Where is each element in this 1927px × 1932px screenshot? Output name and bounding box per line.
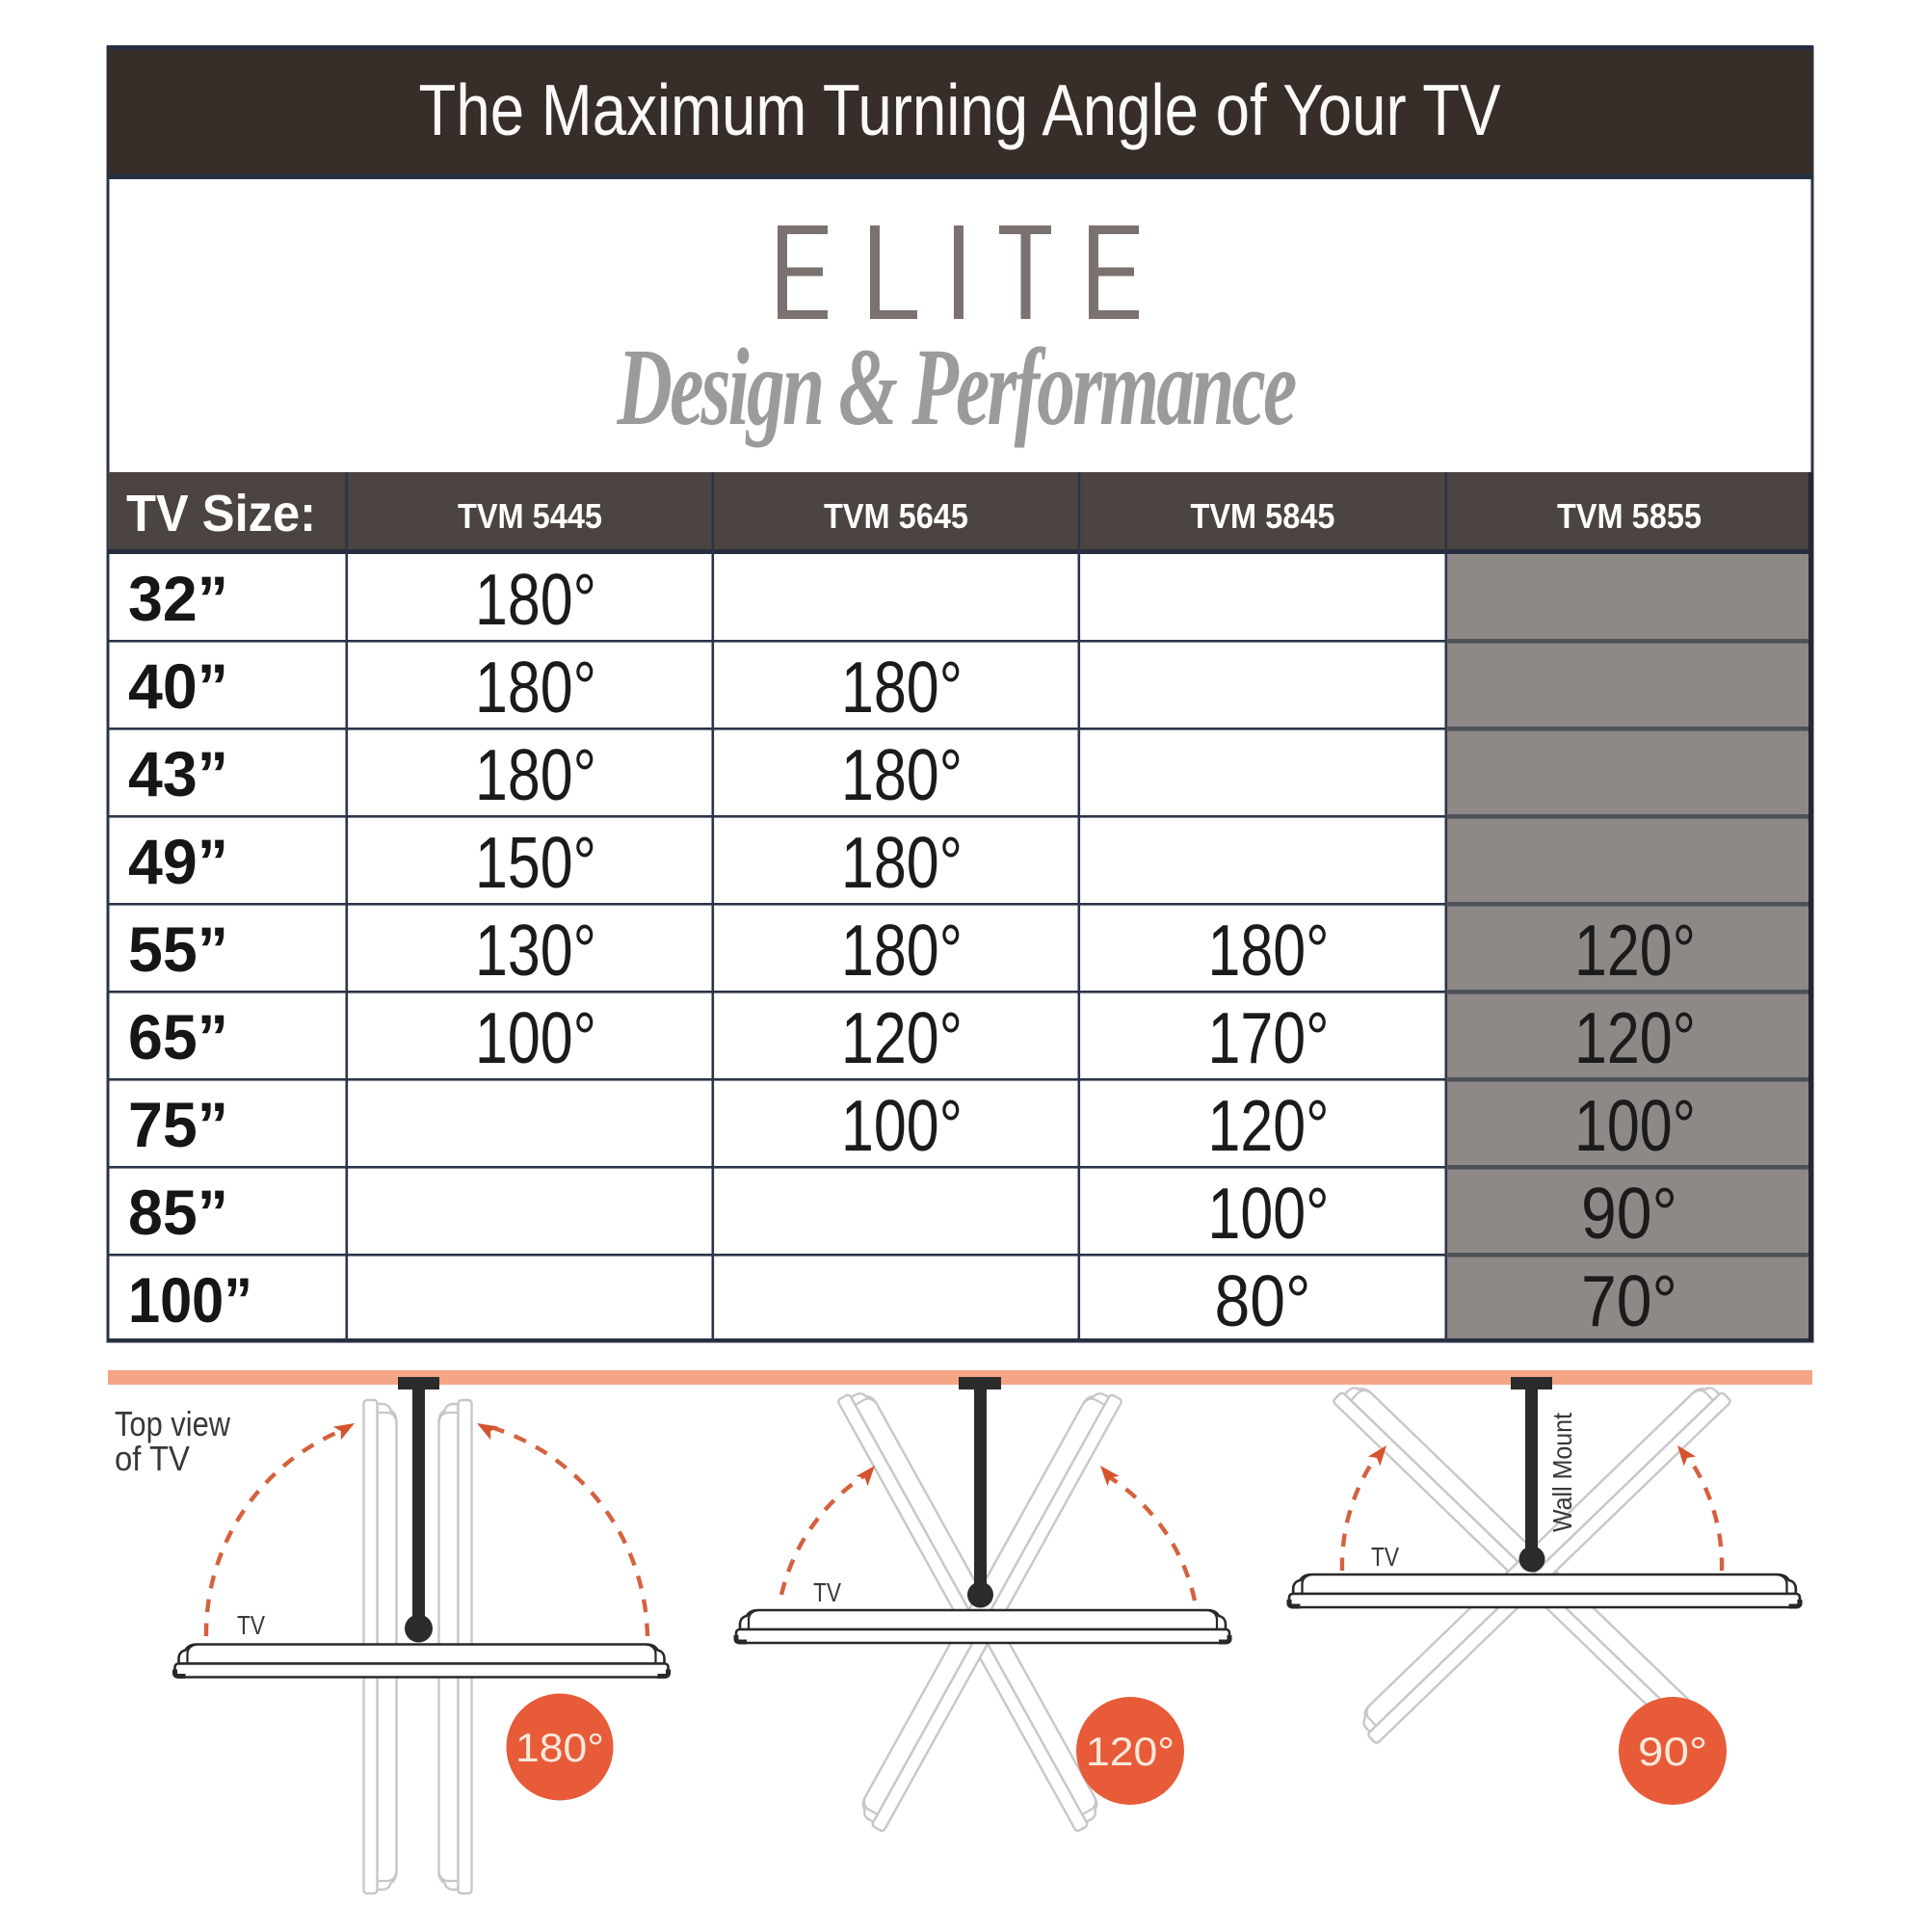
svg-text:TVM 5445: TVM 5445	[458, 496, 602, 536]
svg-text:65”: 65”	[128, 1001, 228, 1072]
svg-text:TV: TV	[813, 1577, 841, 1607]
svg-text:120°: 120°	[1208, 1085, 1330, 1166]
svg-text:170°: 170°	[1208, 997, 1330, 1078]
svg-text:70°: 70°	[1581, 1260, 1677, 1341]
svg-text:100”: 100”	[128, 1264, 252, 1336]
svg-text:Design & Performance: Design & Performance	[617, 327, 1296, 449]
svg-text:80°: 80°	[1215, 1260, 1311, 1341]
svg-text:180°: 180°	[841, 647, 963, 728]
svg-text:150°: 150°	[475, 822, 596, 903]
svg-text:180°: 180°	[475, 559, 596, 640]
svg-text:85”: 85”	[128, 1177, 228, 1248]
svg-text:100°: 100°	[841, 1085, 963, 1166]
svg-text:49”: 49”	[128, 826, 228, 897]
svg-text:100°: 100°	[1574, 1085, 1696, 1166]
svg-text:55”: 55”	[128, 913, 228, 985]
svg-text:180°: 180°	[1208, 910, 1330, 991]
svg-text:Wall Mount: Wall Mount	[1547, 1413, 1577, 1532]
svg-text:TVM 5845: TVM 5845	[1191, 496, 1335, 536]
svg-text:180°: 180°	[515, 1725, 604, 1770]
svg-text:180°: 180°	[841, 734, 963, 815]
svg-text:120°: 120°	[1574, 997, 1696, 1078]
svg-text:TV: TV	[237, 1610, 265, 1640]
svg-text:43”: 43”	[128, 738, 228, 809]
svg-text:TV Size:: TV Size:	[126, 485, 316, 543]
svg-text:of TV: of TV	[115, 1439, 190, 1478]
svg-text:40”: 40”	[128, 650, 228, 722]
svg-text:TVM 5645: TVM 5645	[824, 496, 968, 536]
svg-text:130°: 130°	[475, 910, 596, 991]
svg-text:TV: TV	[1371, 1542, 1399, 1572]
svg-text:100°: 100°	[475, 997, 596, 1078]
svg-text:75”: 75”	[128, 1089, 228, 1160]
svg-text:120°: 120°	[1086, 1729, 1175, 1774]
svg-text:The Maximum Turning Angle of Y: The Maximum Turning Angle of Your TV	[419, 69, 1501, 150]
svg-text:180°: 180°	[841, 822, 963, 903]
svg-text:120°: 120°	[841, 997, 963, 1078]
svg-text:180°: 180°	[841, 910, 963, 991]
svg-text:Top view: Top view	[115, 1404, 231, 1443]
svg-text:120°: 120°	[1574, 910, 1696, 991]
svg-text:TVM 5855: TVM 5855	[1557, 496, 1702, 536]
svg-text:32”: 32”	[128, 563, 228, 634]
svg-text:100°: 100°	[1208, 1173, 1330, 1254]
svg-text:180°: 180°	[475, 734, 596, 815]
svg-text:90°: 90°	[1638, 1729, 1707, 1774]
svg-text:180°: 180°	[475, 647, 596, 728]
svg-text:90°: 90°	[1581, 1173, 1677, 1254]
